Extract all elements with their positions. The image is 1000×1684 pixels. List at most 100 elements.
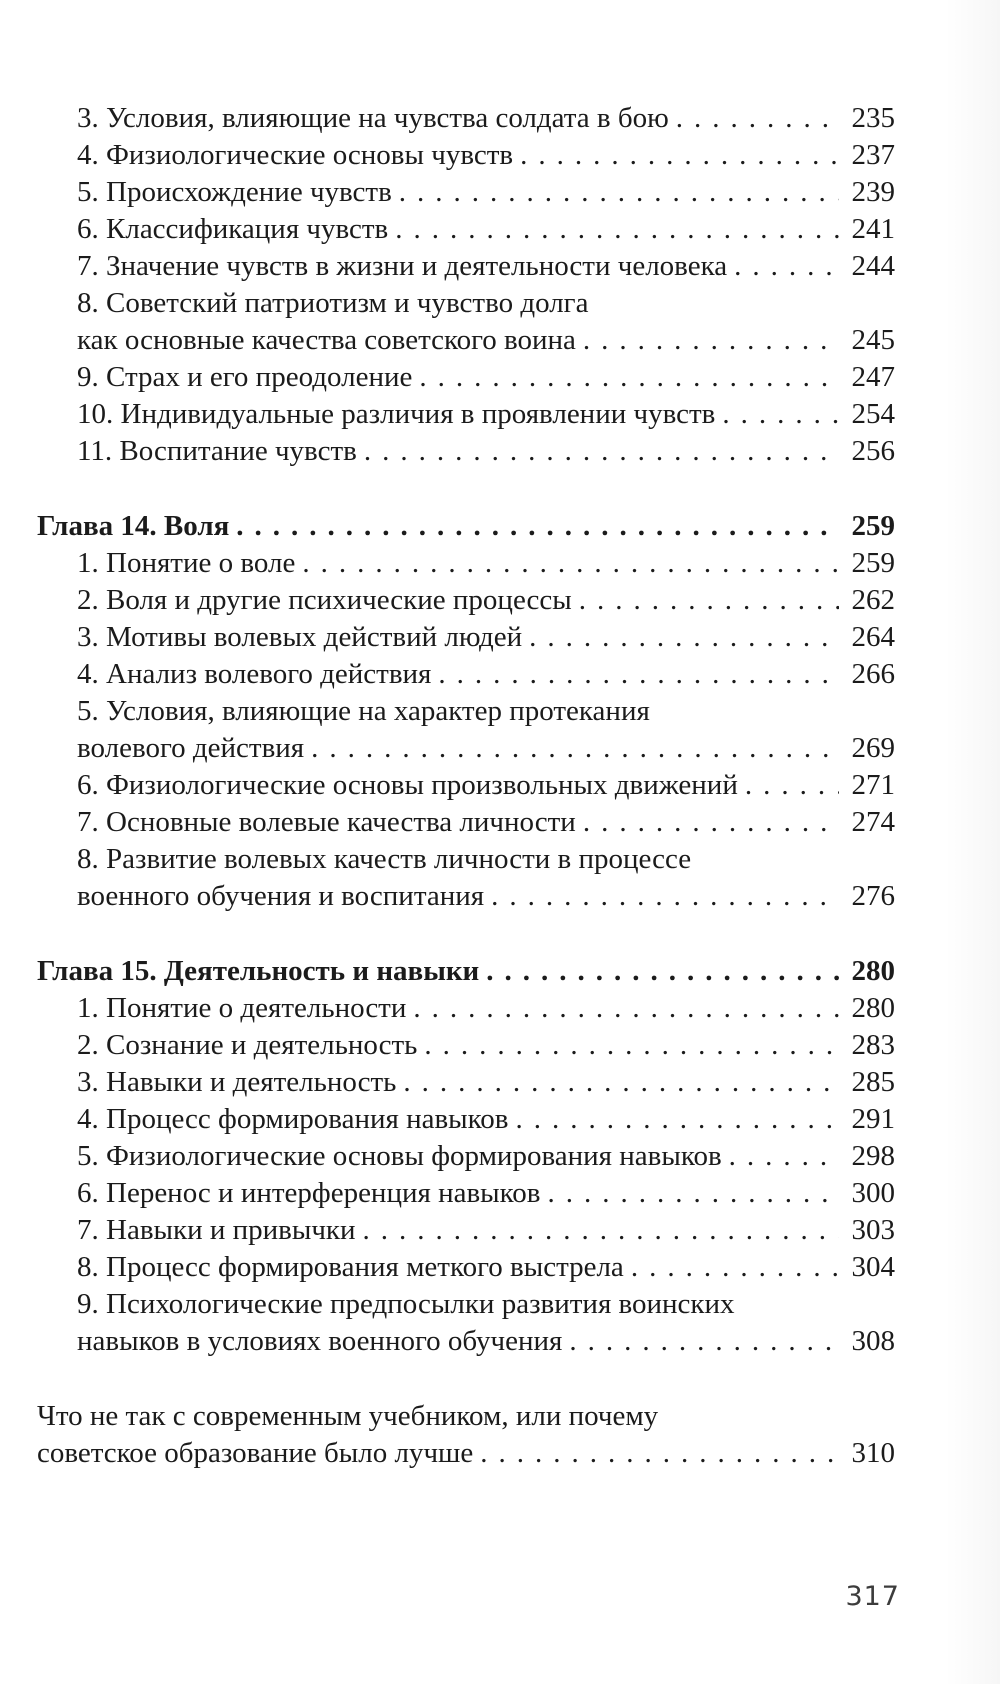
- dot-leader: [311, 730, 839, 767]
- toc-entry-page: 256: [851, 435, 896, 467]
- toc-entry-text: 1. Понятие о деятельности: [77, 992, 407, 1024]
- toc-entry-page: 254: [851, 398, 896, 430]
- page-footer: 317: [845, 1581, 900, 1612]
- toc-entry-page: 291: [851, 1103, 896, 1135]
- toc-entry-row: 5. Происхождение чувств 239: [37, 174, 895, 211]
- toc-entry-page: 259: [851, 547, 896, 579]
- dot-leader: [729, 1138, 839, 1175]
- dot-leader: [722, 396, 839, 433]
- toc-entry-text: 11. Воспитание чувств: [77, 435, 357, 467]
- toc-entry-text: 4. Физиологические основы чувств: [77, 139, 514, 171]
- toc-section: Что не так с современным учебником, или …: [37, 1398, 895, 1472]
- toc-entry-text: Глава 14. Воля: [37, 510, 230, 542]
- toc-entry-text: 3. Навыки и деятельность: [77, 1066, 397, 1098]
- dot-leader: [491, 878, 839, 915]
- dot-leader: [413, 990, 839, 1027]
- toc-entry-page: 303: [851, 1214, 896, 1246]
- dot-leader: [438, 656, 839, 693]
- toc-entry-text: военного обучения и воспитания: [77, 880, 485, 912]
- toc-entry-row: 5. Физиологические основы формирования н…: [37, 1138, 895, 1175]
- dot-leader: [363, 1212, 839, 1249]
- toc-entry-text: 6. Классификация чувств: [77, 213, 389, 245]
- toc-entry-text: 6. Перенос и интерференция навыков: [77, 1177, 541, 1209]
- dot-leader: [424, 1027, 839, 1064]
- toc-entry-row: 4. Физиологические основы чувств 237: [37, 137, 895, 174]
- dot-leader: [583, 804, 839, 841]
- page-number: 317: [845, 1581, 900, 1612]
- toc-entry-text: как основные качества советского воина: [77, 324, 576, 356]
- toc-entry-page: 247: [851, 361, 896, 393]
- toc-entry-text: 8. Советский патриотизм и чувство долга: [77, 287, 589, 319]
- toc-entry-text: 4. Анализ волевого действия: [77, 658, 432, 690]
- toc-entry-page: 285: [851, 1066, 896, 1098]
- toc-entry-text: 3. Мотивы волевых действий людей: [77, 621, 523, 653]
- toc-entry-row: 2. Сознание и деятельность 283: [37, 1027, 895, 1064]
- toc-entry-text: советское образование было лучше: [37, 1437, 474, 1469]
- dot-leader: [480, 1435, 839, 1472]
- toc-entry-page: 310: [851, 1437, 896, 1469]
- chapter-heading-row: Глава 14. Воля 259: [37, 508, 895, 545]
- toc-entry-row: как основные качества советского воина 24…: [37, 322, 895, 359]
- toc-entry-page: 276: [851, 880, 896, 912]
- toc-entry-page: 244: [851, 250, 896, 282]
- toc-entry-row: 1. Понятие о воле 259: [37, 545, 895, 582]
- dot-leader: [403, 1064, 839, 1101]
- toc-entry-page: 266: [851, 658, 896, 690]
- toc-entry-row: 3. Условия, влияющие на чувства солдата …: [37, 100, 895, 137]
- toc-entry-row: 4. Анализ волевого действия 266: [37, 656, 895, 693]
- toc-entry-text: 8. Развитие волевых качеств личности в п…: [77, 843, 692, 875]
- toc-entry-text: 7. Навыки и привычки: [77, 1214, 356, 1246]
- toc-entry-row: 9. Психологические предпосылки развития …: [37, 1286, 895, 1323]
- toc-entry-row: 3. Мотивы волевых действий людей 264: [37, 619, 895, 656]
- toc-entry-page: 235: [851, 102, 896, 134]
- dot-leader: [569, 1323, 839, 1360]
- dot-leader: [486, 953, 839, 990]
- toc-entry-row: 8. Процесс формирования меткого выстрела…: [37, 1249, 895, 1286]
- toc-entry-row: 7. Навыки и привычки 303: [37, 1212, 895, 1249]
- toc-entry-page: 298: [851, 1140, 896, 1172]
- toc-section: 3. Условия, влияющие на чувства солдата …: [37, 100, 895, 470]
- toc-entry-row: 6. Перенос и интерференция навыков 300: [37, 1175, 895, 1212]
- dot-leader: [529, 619, 839, 656]
- toc-entry-text: 9. Страх и его преодоление: [77, 361, 413, 393]
- toc-entry-row: 5. Условия, влияющие на характер протека…: [37, 693, 895, 730]
- toc-entry-row: 4. Процесс формирования навыков 291: [37, 1101, 895, 1138]
- toc-entry-row: 1. Понятие о деятельности 280: [37, 990, 895, 1027]
- toc-entry-text: 5. Происхождение чувств: [77, 176, 392, 208]
- toc-entry-text: 2. Воля и другие психические процессы: [77, 584, 572, 616]
- toc-entry-row: волевого действия 269: [37, 730, 895, 767]
- toc-entry-text: 5. Физиологические основы формирования н…: [77, 1140, 722, 1172]
- toc-entry-text: 8. Процесс формирования меткого выстрела: [77, 1251, 624, 1283]
- toc-entry-row: 11. Воспитание чувств 256: [37, 433, 895, 470]
- toc-entry-text: 3. Условия, влияющие на чувства солдата …: [77, 102, 669, 134]
- toc-entry-text: 1. Понятие о воле: [77, 547, 296, 579]
- dot-leader: [583, 322, 839, 359]
- dot-leader: [419, 359, 839, 396]
- toc-entry-row: 8. Советский патриотизм и чувство долга: [37, 285, 895, 322]
- toc-section: Глава 15. Деятельность и навыки2801. Пон…: [37, 953, 895, 1360]
- dot-leader: [395, 211, 839, 248]
- toc-entry-page: 271: [851, 769, 896, 801]
- dot-leader: [302, 545, 839, 582]
- afterword-heading-row: Что не так с современным учебником, или …: [37, 1398, 895, 1435]
- toc-entry-row: 6. Классификация чувств 241: [37, 211, 895, 248]
- toc-entry-page: 274: [851, 806, 896, 838]
- toc: 3. Условия, влияющие на чувства солдата …: [37, 100, 895, 1472]
- toc-entry-row: 2. Воля и другие психические процессы 262: [37, 582, 895, 619]
- toc-entry-row: 7. Основные волевые качества личности 274: [37, 804, 895, 841]
- toc-entry-page: 264: [851, 621, 896, 653]
- toc-entry-page: 283: [851, 1029, 896, 1061]
- toc-entry-text: 4. Процесс формирования навыков: [77, 1103, 509, 1135]
- toc-entry-text: Глава 15. Деятельность и навыки: [37, 955, 480, 987]
- toc-entry-page: 262: [851, 584, 896, 616]
- toc-entry-page: 269: [851, 732, 896, 764]
- toc-entry-row: 3. Навыки и деятельность 285: [37, 1064, 895, 1101]
- toc-entry-page: 308: [851, 1325, 896, 1357]
- dot-leader: [734, 248, 839, 285]
- dot-leader: [547, 1175, 839, 1212]
- dot-leader: [515, 1101, 839, 1138]
- dot-leader: [520, 137, 839, 174]
- toc-entry-page: 259: [851, 510, 896, 542]
- dot-leader: [579, 582, 839, 619]
- toc-entry-text: навыков в условиях военного обучения: [77, 1325, 563, 1357]
